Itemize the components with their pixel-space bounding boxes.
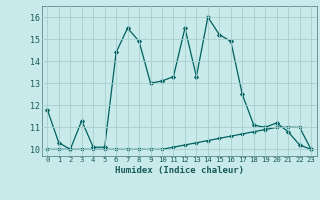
X-axis label: Humidex (Indice chaleur): Humidex (Indice chaleur) bbox=[115, 166, 244, 175]
